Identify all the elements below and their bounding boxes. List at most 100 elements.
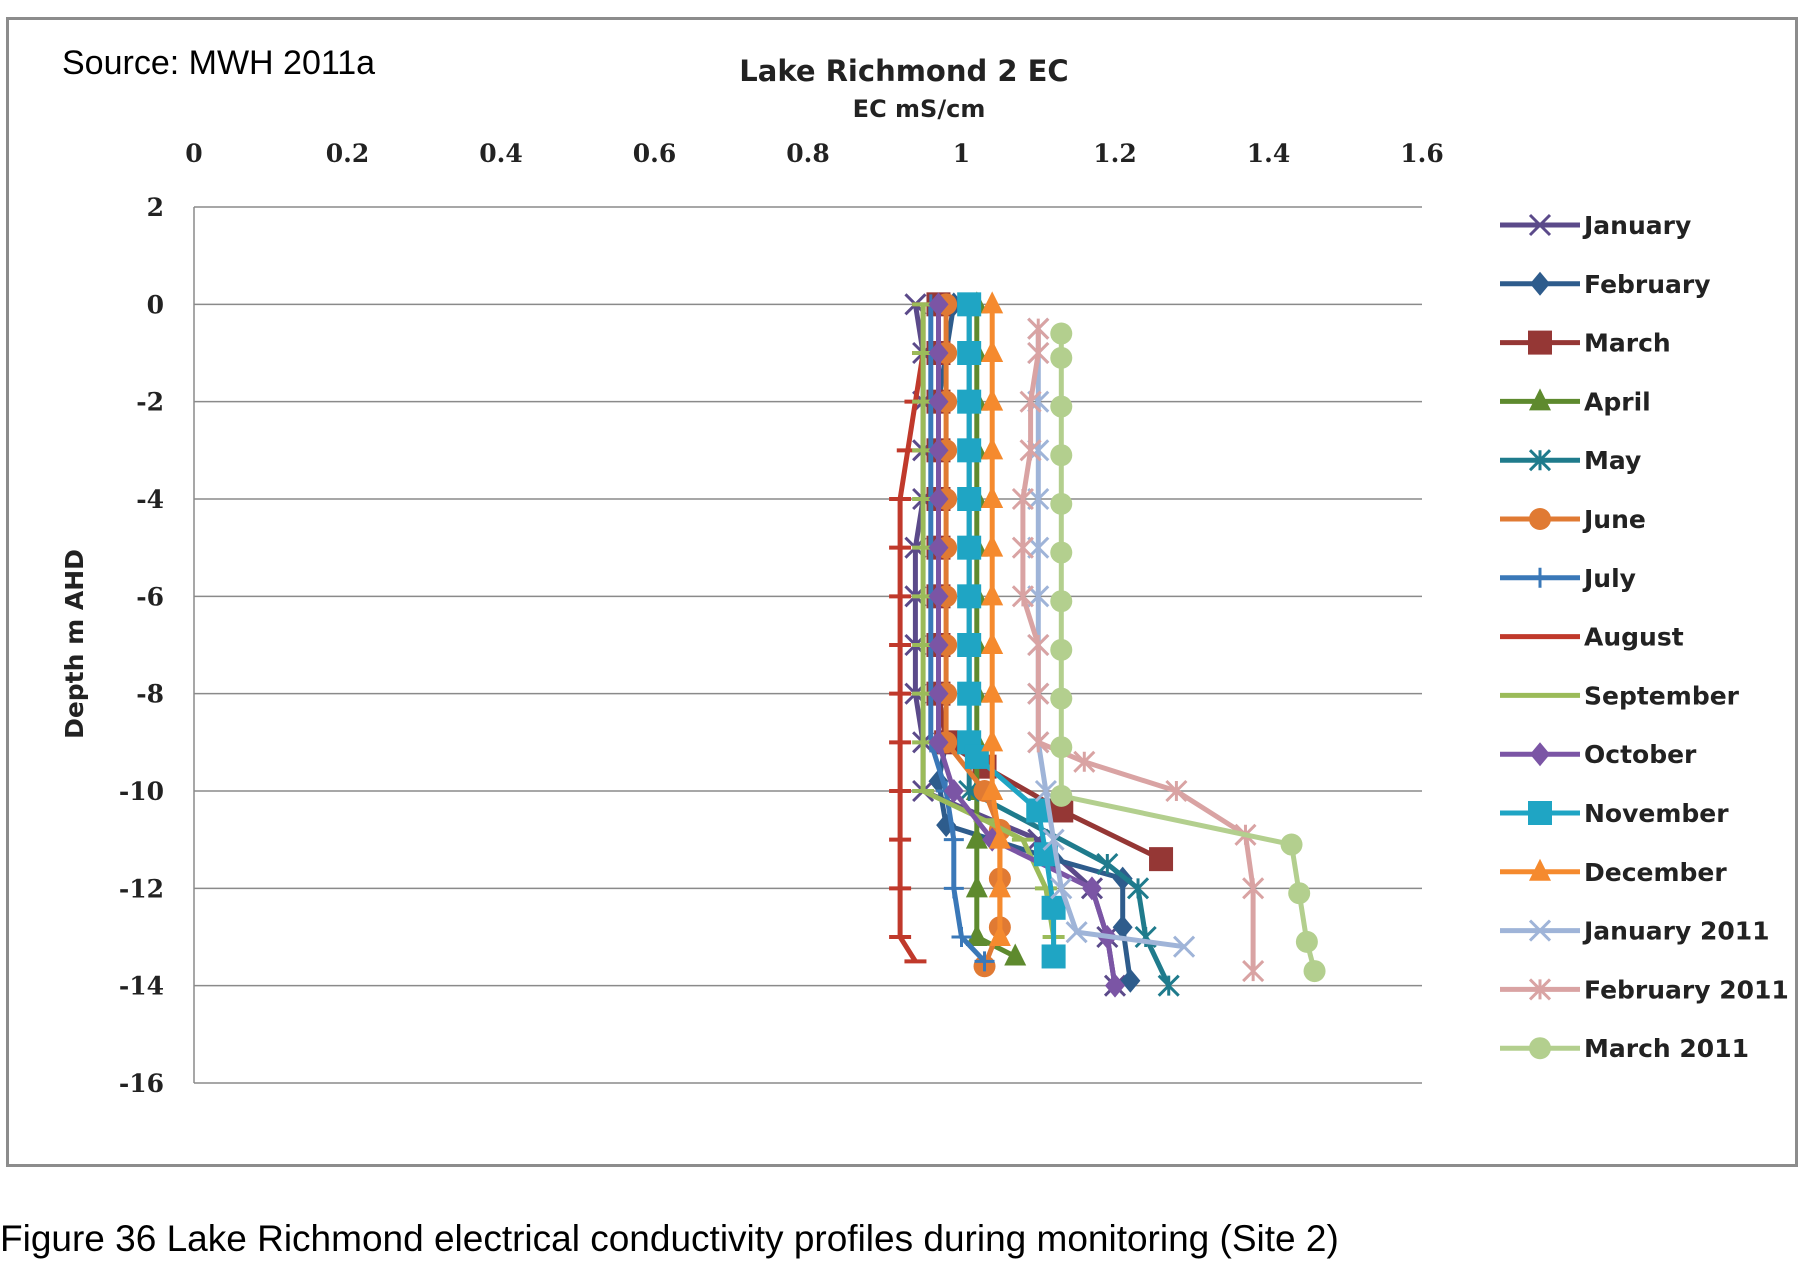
data-point-marker [1149, 847, 1174, 872]
data-point-marker [1530, 567, 1550, 588]
data-point-marker [1027, 317, 1050, 340]
legend-entry: December [1500, 858, 1727, 887]
data-point-marker [1126, 877, 1150, 900]
data-point-marker [928, 633, 949, 657]
data-point-marker [957, 438, 982, 463]
legend-label: January 2011 [1582, 917, 1770, 946]
data-point-marker [981, 291, 1004, 314]
data-point-marker [1242, 960, 1265, 983]
x-tick-label: 0.6 [633, 139, 677, 168]
series-august [889, 302, 935, 964]
legend-label: November [1584, 799, 1729, 828]
data-point-marker [1011, 536, 1034, 559]
data-point-marker [1081, 876, 1102, 901]
data-point-marker [1529, 508, 1551, 530]
data-point-marker [1050, 346, 1073, 369]
legend-entry: May [1500, 446, 1641, 475]
data-point-marker [1242, 877, 1265, 900]
data-point-marker [928, 292, 949, 317]
legend-entry: January 2011 [1500, 917, 1770, 946]
x-axis-label: EC mS/cm [853, 95, 986, 123]
data-point-marker [1528, 801, 1552, 825]
data-point-marker [957, 584, 982, 609]
series-line [1058, 333, 1317, 972]
data-point-marker [1112, 915, 1133, 940]
data-point-marker [965, 875, 988, 898]
legend: January February March April May June July Augu… [1500, 211, 1789, 1063]
data-point-marker [1019, 390, 1042, 413]
legend-label: January [1582, 211, 1691, 240]
data-point-marker [1050, 784, 1073, 807]
x-tick-label: 0.4 [479, 139, 523, 168]
y-tick-label: -6 [136, 582, 164, 611]
data-point-marker [957, 681, 982, 706]
data-point-marker [1050, 444, 1073, 467]
data-point-marker [928, 730, 949, 755]
data-point-marker [1050, 638, 1073, 661]
y-tick-label: -16 [119, 1069, 164, 1098]
data-point-marker [1050, 687, 1073, 710]
data-point-marker [988, 924, 1011, 946]
data-point-marker [928, 438, 949, 463]
plot-series [889, 291, 1326, 998]
data-point-marker [1288, 882, 1311, 905]
data-point-marker [974, 951, 995, 972]
x-tick-label: 1 [953, 139, 970, 168]
data-point-marker [1050, 541, 1073, 564]
data-point-marker [957, 292, 982, 317]
data-point-marker [957, 389, 982, 414]
data-point-marker [1073, 750, 1096, 773]
data-point-marker [1041, 895, 1066, 920]
data-point-marker [1530, 742, 1550, 767]
legend-label: September [1584, 681, 1740, 710]
legend-entry: February 2011 [1500, 975, 1789, 1004]
y-tick-label: -14 [119, 972, 164, 1001]
legend-entry: September [1500, 681, 1740, 710]
data-point-marker [957, 487, 982, 511]
data-point-marker [981, 729, 1004, 752]
data-point-marker [981, 583, 1004, 606]
x-tick-label: 1.2 [1093, 139, 1137, 168]
data-point-marker [1027, 682, 1050, 705]
data-point-marker [965, 826, 988, 849]
data-point-marker [943, 779, 964, 803]
data-point-marker [1027, 731, 1050, 754]
y-tick-label: -12 [119, 874, 164, 903]
data-point-marker [951, 927, 972, 947]
figure-caption: Figure 36 Lake Richmond electrical condu… [0, 1218, 1339, 1259]
legend-entry: August [1500, 623, 1684, 652]
data-point-marker [1011, 487, 1034, 511]
legend-label: February [1584, 270, 1711, 299]
data-point-marker [1173, 935, 1196, 958]
data-point-marker [1528, 978, 1552, 1001]
data-point-marker [1096, 852, 1119, 876]
data-point-marker [1027, 341, 1050, 365]
data-point-marker [928, 681, 949, 706]
legend-entry: April [1500, 387, 1651, 416]
chart-title: Lake Richmond 2 EC [739, 54, 1068, 88]
data-point-marker [981, 632, 1004, 654]
y-tick-label: 0 [147, 290, 164, 319]
legend-label: March 2011 [1584, 1034, 1749, 1063]
legend-entry: June [1500, 505, 1646, 534]
data-point-marker [928, 487, 949, 511]
data-point-marker [928, 341, 949, 365]
data-point-marker [1041, 944, 1066, 969]
source-note: Source: MWH 2011a [62, 44, 376, 82]
data-point-marker [1050, 492, 1073, 515]
legend-entry: January [1500, 211, 1691, 240]
data-point-marker [1065, 921, 1088, 944]
data-point-marker [1011, 585, 1034, 608]
data-point-marker [1105, 973, 1125, 998]
data-point-marker [1529, 1037, 1551, 1060]
data-point-marker [1050, 322, 1073, 345]
data-point-marker [928, 389, 949, 414]
data-point-marker [1528, 330, 1552, 355]
x-tick-label: 0 [185, 139, 202, 168]
data-point-marker [1530, 271, 1550, 296]
series-december [981, 291, 1011, 946]
legend-entry: February [1500, 270, 1711, 299]
data-point-marker [1050, 395, 1073, 418]
legend-entry: October [1500, 740, 1697, 769]
